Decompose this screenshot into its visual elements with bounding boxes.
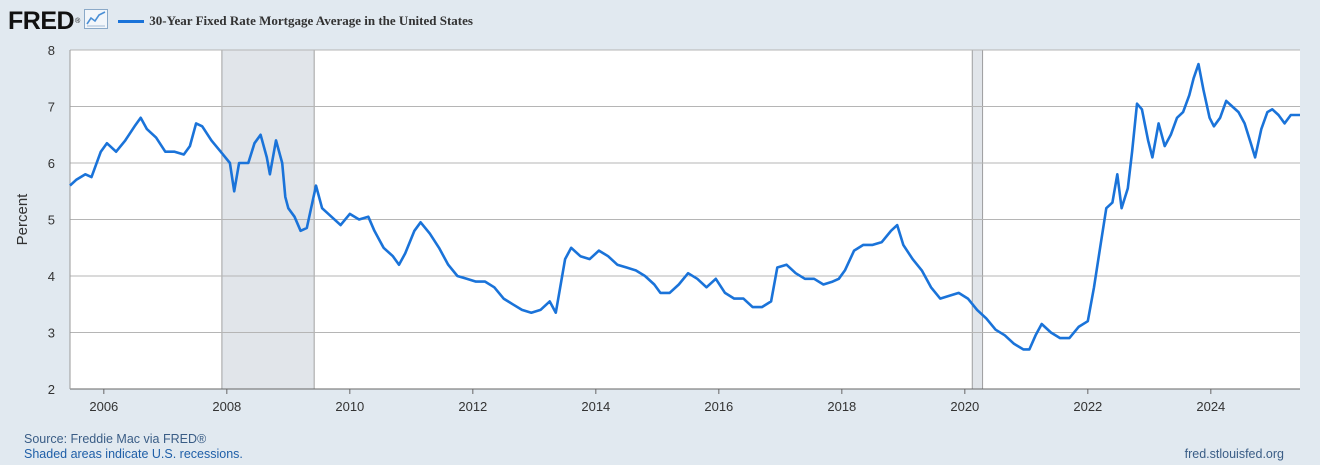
- line-chart-icon: [84, 8, 109, 34]
- y-tick-label: 2: [48, 382, 55, 397]
- chart-legend: 30-Year Fixed Rate Mortgage Average in t…: [118, 13, 473, 29]
- site-url[interactable]: fred.stlouisfed.org: [1184, 447, 1284, 461]
- recession-note-link[interactable]: Shaded areas indicate U.S. recessions.: [24, 447, 243, 461]
- x-tick-label: 2022: [1073, 399, 1102, 414]
- source-note: Source: Freddie Mac via FRED®: [24, 432, 207, 446]
- legend-series-label: 30-Year Fixed Rate Mortgage Average in t…: [149, 13, 473, 28]
- x-tick-label: 2016: [704, 399, 733, 414]
- y-axis-label: Percent: [14, 193, 31, 246]
- y-tick-label: 8: [48, 43, 55, 58]
- x-tick-label: 2006: [89, 399, 118, 414]
- x-tick-label: 2008: [212, 399, 241, 414]
- legend-swatch: [118, 19, 145, 23]
- x-tick-label: 2010: [335, 399, 364, 414]
- registered-mark: ®: [75, 17, 81, 25]
- y-tick-label: 6: [48, 156, 55, 171]
- chart-header: FRED ® 30-Year Fixed Rate Mortgage Avera…: [8, 6, 473, 36]
- series-line: [69, 62, 1300, 351]
- x-tick-label: 2024: [1196, 399, 1225, 414]
- chart-footer: Source: Freddie Mac via FRED® Shaded are…: [24, 432, 243, 462]
- fred-logo-text: FRED: [8, 6, 75, 35]
- x-tick-label: 2018: [827, 399, 856, 414]
- y-tick-label: 4: [48, 269, 55, 284]
- x-tick-label: 2020: [950, 399, 979, 414]
- fred-logo[interactable]: FRED ®: [8, 6, 109, 36]
- y-tick-label: 7: [48, 100, 55, 115]
- x-tick-label: 2014: [581, 399, 610, 414]
- y-tick-label: 5: [48, 213, 55, 228]
- x-tick-label: 2012: [458, 399, 487, 414]
- y-tick-label: 3: [48, 326, 55, 341]
